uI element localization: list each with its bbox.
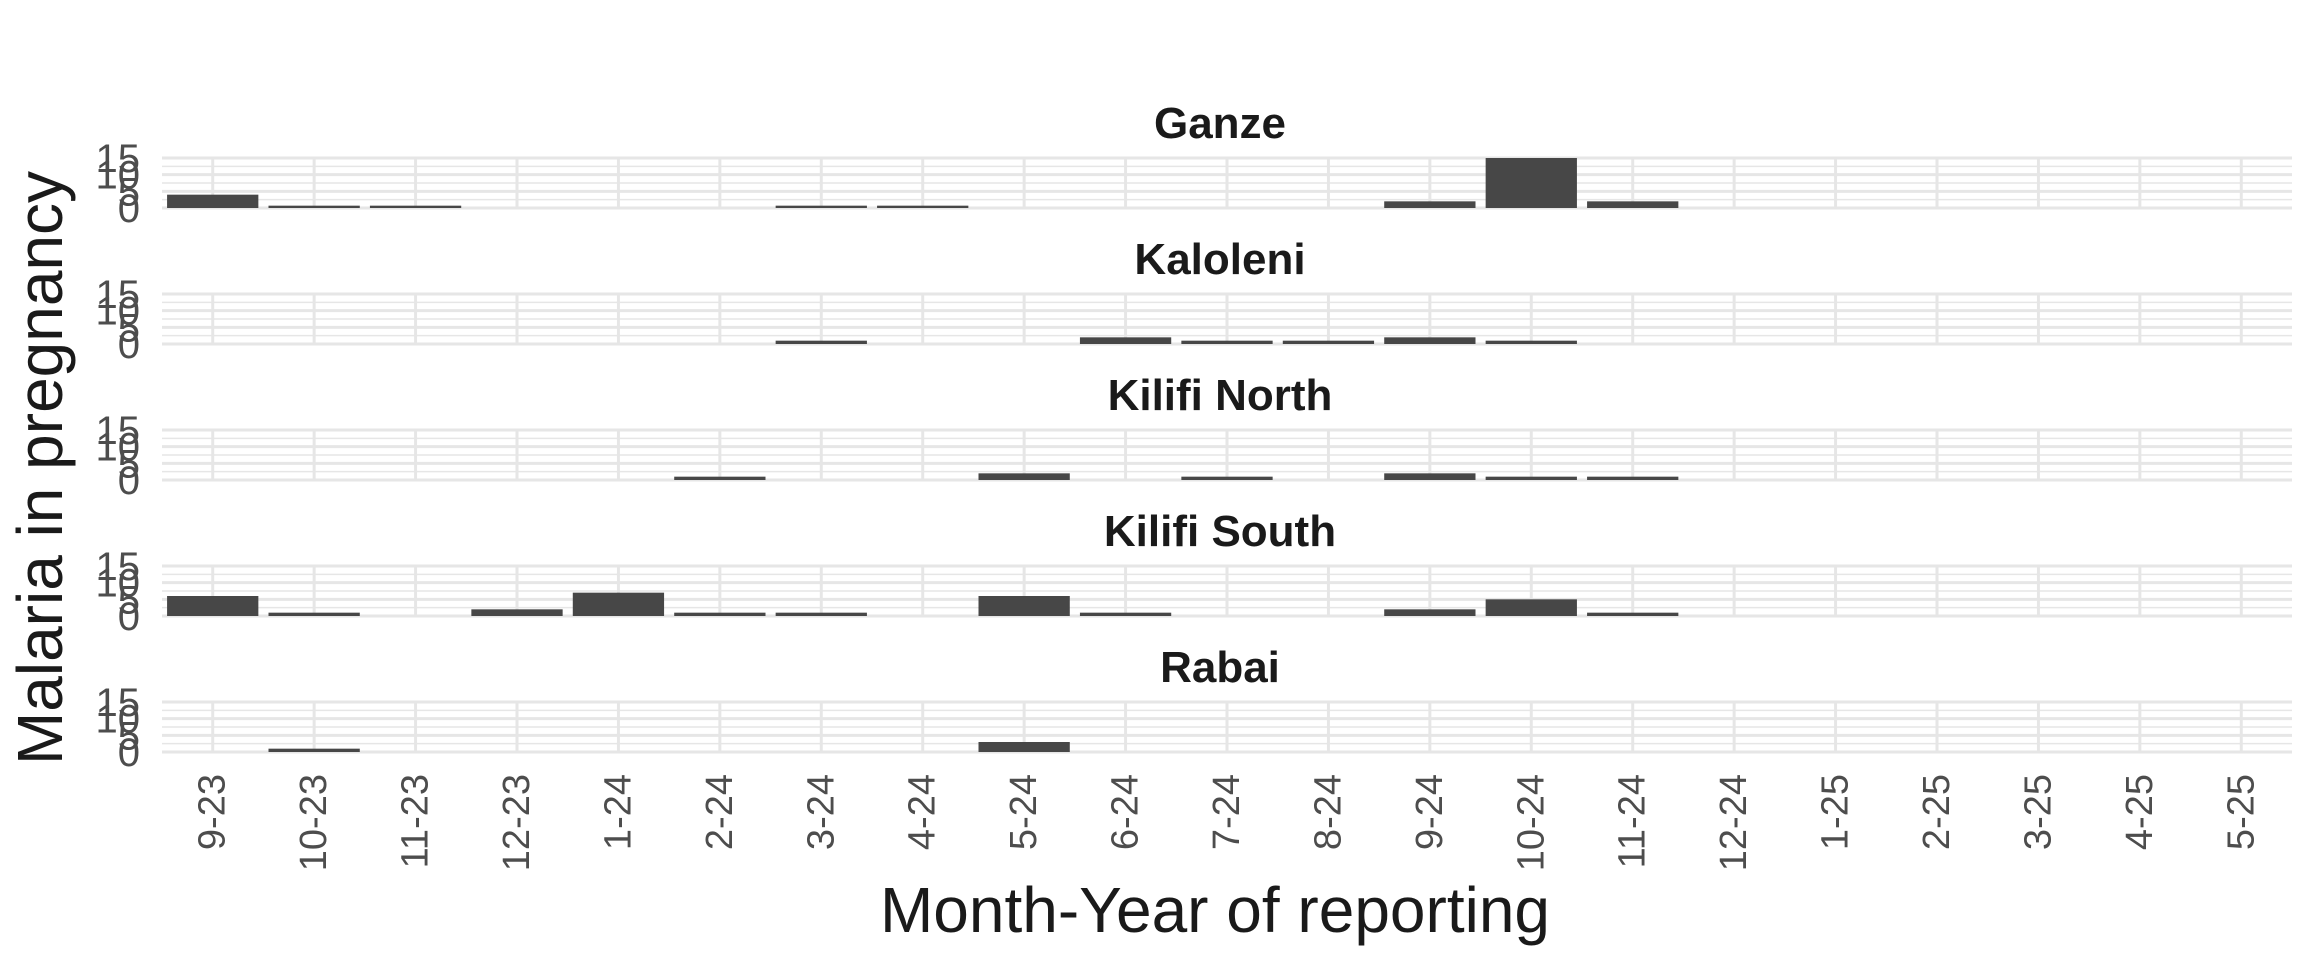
x-tick-label: 3-25 — [2017, 774, 2059, 850]
bar — [1486, 477, 1577, 480]
bar — [1486, 158, 1577, 208]
x-tick-label: 4-24 — [902, 774, 944, 850]
bar — [1486, 341, 1577, 344]
bar — [1080, 613, 1171, 616]
bar — [1384, 337, 1475, 344]
bar — [1486, 599, 1577, 616]
bar — [269, 206, 360, 208]
bar — [1181, 341, 1272, 344]
x-tick-label: 4-25 — [2119, 774, 2161, 850]
x-tick-label: 5-24 — [1003, 774, 1045, 850]
panel-title: Kilifi North — [1108, 371, 1333, 420]
x-tick-label: 7-24 — [1206, 774, 1248, 850]
bar — [674, 477, 765, 480]
y-tick-label: 15 — [96, 545, 141, 589]
bar — [471, 609, 562, 616]
x-tick-label: 8-24 — [1307, 774, 1349, 850]
x-tick-label: 11-23 — [395, 774, 437, 868]
bar — [1283, 341, 1374, 344]
bar — [269, 613, 360, 616]
bar — [269, 749, 360, 752]
x-tick-label: 2-25 — [1916, 774, 1958, 850]
bar — [776, 613, 867, 616]
bar — [1587, 201, 1678, 208]
bar — [776, 341, 867, 344]
x-tick-label: 12-24 — [1713, 774, 1755, 871]
bar — [167, 596, 258, 616]
x-axis-label: Month-Year of reporting — [880, 874, 1550, 946]
y-tick-label: 15 — [96, 137, 141, 181]
bar — [1587, 477, 1678, 480]
bar — [674, 613, 765, 616]
bar — [1384, 473, 1475, 480]
bar — [1384, 201, 1475, 208]
y-tick-label: 15 — [96, 681, 141, 725]
panel-title: Kaloleni — [1134, 235, 1305, 284]
x-tick-label: 10-24 — [1510, 774, 1552, 871]
bar — [1587, 613, 1678, 616]
bar — [1181, 477, 1272, 480]
x-tick-label: 5-25 — [2220, 774, 2262, 850]
x-tick-label: 6-24 — [1105, 774, 1147, 850]
bar — [877, 206, 968, 208]
x-tick-label: 1-25 — [1815, 774, 1857, 850]
x-tick-label: 10-23 — [293, 774, 335, 871]
x-tick-label: 3-24 — [800, 774, 842, 850]
y-tick-label: 15 — [96, 409, 141, 453]
y-axis-label: Malaria in pregnancy — [4, 171, 76, 765]
bar — [979, 596, 1070, 616]
x-tick-label: 1-24 — [597, 774, 639, 850]
bar — [979, 742, 1070, 752]
bar — [979, 473, 1070, 480]
x-tick-label: 11-24 — [1612, 774, 1654, 868]
x-tick-label: 2-24 — [699, 774, 741, 850]
panel-title: Rabai — [1160, 643, 1280, 692]
bar — [573, 593, 664, 616]
bar — [1384, 609, 1475, 616]
panel-title: Kilifi South — [1104, 507, 1336, 556]
bar — [370, 206, 461, 208]
panel-title: Ganze — [1154, 99, 1286, 148]
bar — [776, 206, 867, 208]
x-tick-label: 9-24 — [1409, 774, 1451, 850]
bar — [1080, 337, 1171, 344]
x-tick-label: 12-23 — [496, 774, 538, 871]
y-tick-label: 15 — [96, 273, 141, 317]
bar — [167, 195, 258, 208]
x-tick-label: 9-23 — [192, 774, 234, 850]
